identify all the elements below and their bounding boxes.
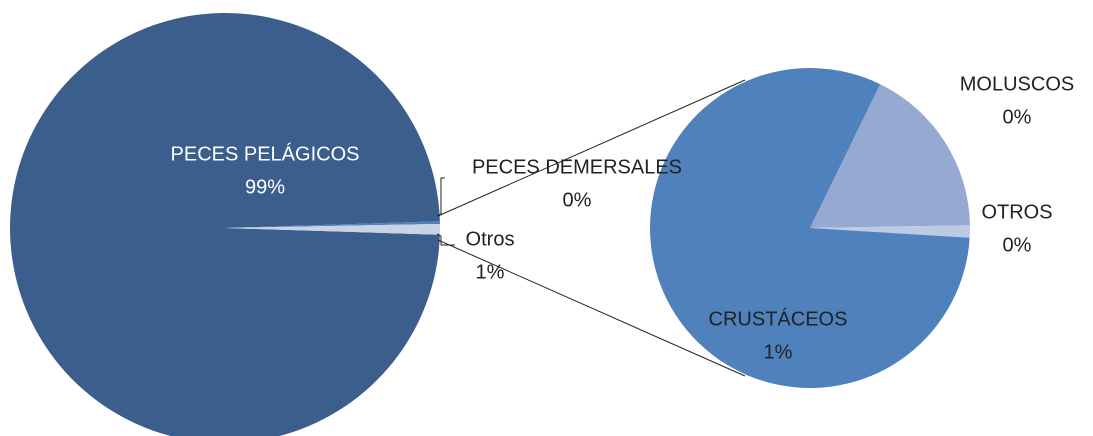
- leader-line: [436, 233, 455, 246]
- pie-slice: [225, 223, 440, 235]
- labels: PECES PELÁGICOS 99% PECES DEMERSALES 0% Otro…: [171, 73, 1075, 363]
- pie-slice: [225, 221, 440, 228]
- slice-label: Otros: [466, 228, 515, 250]
- connector-line: [437, 239, 746, 377]
- slice-value-label: 1%: [476, 261, 505, 283]
- slice-value-label: 1%: [764, 341, 793, 363]
- pie-slice: [810, 225, 970, 238]
- leader-line: [436, 177, 445, 217]
- pie-slice: [810, 84, 970, 228]
- plot-area: [10, 13, 970, 436]
- slice-label: PECES PELÁGICOS: [171, 142, 360, 165]
- slice-value-label: 0%: [1003, 234, 1032, 256]
- slice-value-label: 0%: [563, 189, 592, 211]
- connector-line: [437, 79, 746, 217]
- slice-value-label: 99%: [245, 176, 285, 198]
- pie-slice: [10, 13, 440, 436]
- slice-label: CRUSTÁCEOS: [709, 307, 848, 330]
- slice-label: PECES DEMERSALES: [472, 156, 682, 178]
- slice-value-label: 0%: [1003, 106, 1032, 128]
- slice-label: OTROS: [981, 201, 1052, 223]
- slice-label: MOLUSCOS: [960, 73, 1074, 95]
- pie-slice: [650, 67, 970, 388]
